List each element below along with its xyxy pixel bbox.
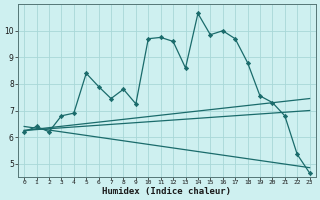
X-axis label: Humidex (Indice chaleur): Humidex (Indice chaleur): [102, 187, 231, 196]
